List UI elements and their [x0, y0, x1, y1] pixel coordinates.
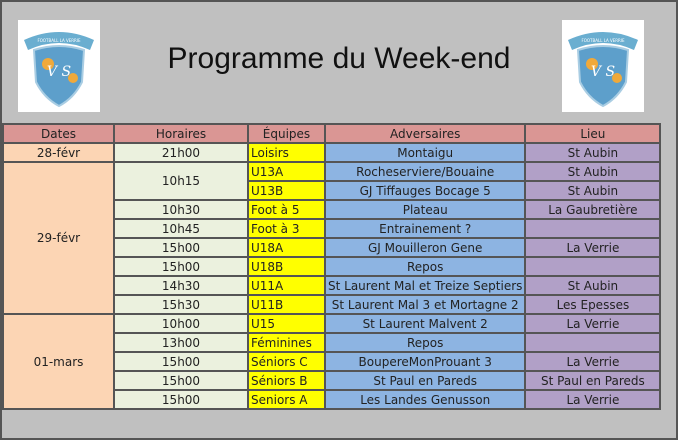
header: FOOTBALL LA VERRIE V S Programme du Week-… — [2, 2, 676, 123]
time-cell[interactable]: 14h30 — [113, 275, 249, 296]
place-cell[interactable]: Les Epesses — [524, 294, 662, 315]
team-cell[interactable]: Seniors A — [247, 389, 326, 410]
time-cell[interactable]: 10h15 — [113, 161, 249, 201]
column-header: Dates — [2, 123, 115, 144]
place-cell[interactable]: St Aubin — [524, 275, 662, 296]
column-header: Horaires — [113, 123, 249, 144]
time-cell[interactable]: 15h00 — [113, 237, 249, 258]
page-title: Programme du Week-end — [167, 42, 511, 75]
team-cell[interactable]: U15 — [247, 313, 326, 334]
place-cell[interactable]: La Verrie — [524, 313, 662, 334]
column-header: Lieu — [524, 123, 662, 144]
place-cell[interactable]: St Aubin — [524, 142, 662, 163]
table-row: 15h00 U18A GJ Mouilleron Gene La Verrie — [3, 237, 662, 258]
time-cell[interactable]: 13h00 — [113, 332, 249, 353]
place-cell[interactable]: La Verrie — [524, 351, 662, 372]
opponent-cell[interactable]: GJ Tiffauges Bocage 5 — [323, 180, 527, 201]
svg-text:V S: V S — [591, 64, 615, 80]
table-row: 15h00 Séniors C BoupereMonProuant 3 La Verr… — [3, 351, 662, 372]
opponent-cell[interactable]: Repos — [323, 256, 527, 277]
opponent-cell[interactable]: Entrainement ? — [323, 218, 527, 239]
opponent-cell[interactable]: St Laurent Mal et Treize Septiers — [323, 275, 527, 296]
team-cell[interactable]: U18A — [247, 237, 326, 258]
time-cell[interactable]: 10h30 — [113, 199, 249, 220]
table-row: 10h30 Foot à 5 Plateau La Gaubretière — [3, 199, 662, 220]
team-cell[interactable]: U13A — [247, 161, 326, 182]
time-cell[interactable]: 15h00 — [113, 256, 249, 277]
table-row: 15h00 Seniors A Les Landes Genusson La Verr… — [3, 389, 662, 410]
team-cell[interactable]: U11B — [247, 294, 326, 315]
time-cell[interactable]: 10h00 — [113, 313, 249, 334]
table-row: 10h45 Foot à 3 Entrainement ? — [3, 218, 662, 239]
time-cell[interactable]: 15h00 — [113, 351, 249, 372]
time-cell[interactable]: 15h30 — [113, 294, 249, 315]
opponent-cell[interactable]: Les Landes Genusson — [323, 389, 527, 410]
team-cell[interactable]: Loisirs — [247, 142, 326, 163]
date-cell[interactable]: 01-mars — [2, 313, 115, 410]
opponent-cell[interactable]: GJ Mouilleron Gene — [323, 237, 527, 258]
svg-text:FOOTBALL LA VERRIE: FOOTBALL LA VERRIE — [581, 38, 625, 43]
place-cell[interactable] — [524, 256, 662, 277]
svg-text:V S: V S — [47, 64, 71, 80]
team-cell[interactable]: U11A — [247, 275, 326, 296]
team-cell[interactable]: U18B — [247, 256, 326, 277]
time-cell[interactable]: 15h00 — [113, 370, 249, 391]
opponent-cell[interactable]: Rocheserviere/Bouaine — [323, 161, 527, 182]
opponent-cell[interactable]: St Laurent Mal 3 et Mortagne 2 — [323, 294, 527, 315]
table-row: 28-févr 21h00 Loisirs Montaigu St Aubin — [2, 142, 662, 163]
time-cell[interactable]: 15h00 — [113, 389, 249, 410]
opponent-cell[interactable]: St Laurent Malvent 2 — [323, 313, 527, 334]
team-cell[interactable]: Foot à 3 — [247, 218, 326, 239]
team-cell[interactable]: Séniors C — [247, 351, 326, 372]
team-cell[interactable]: U13B — [247, 180, 326, 201]
column-header: Équipes — [247, 123, 326, 144]
place-cell[interactable]: La Verrie — [524, 237, 662, 258]
table-row: U13B GJ Tiffauges Bocage 5 St Aubin — [3, 180, 662, 201]
time-cell[interactable]: 10h45 — [113, 218, 249, 239]
place-cell[interactable]: St Paul en Pareds — [524, 370, 662, 391]
table-row: 15h00 U18B Repos — [3, 256, 662, 277]
team-cell[interactable]: Foot à 5 — [247, 199, 326, 220]
svg-text:FOOTBALL LA VERRIE: FOOTBALL LA VERRIE — [37, 38, 81, 43]
opponent-cell[interactable]: Plateau — [323, 199, 527, 220]
team-cell[interactable]: Séniors B — [247, 370, 326, 391]
table-row: 01-mars 10h00 U15 St Laurent Malvent 2 La Ve… — [2, 313, 662, 410]
table-row: 15h00 Séniors B St Paul en Pareds St Paul e… — [3, 370, 662, 391]
club-logo-left: FOOTBALL LA VERRIE V S — [18, 20, 100, 112]
time-cell[interactable]: 21h00 — [113, 142, 249, 163]
place-cell[interactable] — [524, 332, 662, 353]
schedule-table: Dates Horaires Équipes Adversaires Lieu 28-f… — [2, 123, 662, 410]
place-cell[interactable]: St Aubin — [524, 180, 662, 201]
column-header: Adversaires — [323, 123, 527, 144]
table-row: 13h00 Féminines Repos — [3, 332, 662, 353]
club-logo-right: FOOTBALL LA VERRIE V S — [562, 20, 644, 112]
opponent-cell[interactable]: St Paul en Pareds — [323, 370, 527, 391]
place-cell[interactable]: La Verrie — [524, 389, 662, 410]
place-cell[interactable]: St Aubin — [524, 161, 662, 182]
place-cell[interactable] — [524, 218, 662, 239]
table-row: 29-févr 10h15 U13A Rocheserviere/Bouaine St … — [2, 161, 662, 315]
date-cell[interactable]: 29-févr — [2, 161, 115, 315]
place-cell[interactable]: La Gaubretière — [524, 199, 662, 220]
opponent-cell[interactable]: Montaigu — [323, 142, 527, 163]
date-cell[interactable]: 28-févr — [2, 142, 115, 163]
table-row: 14h30 U11A St Laurent Mal et Treize Septie… — [3, 275, 662, 296]
team-cell[interactable]: Féminines — [247, 332, 326, 353]
opponent-cell[interactable]: Repos — [323, 332, 527, 353]
opponent-cell[interactable]: BoupereMonProuant 3 — [323, 351, 527, 372]
